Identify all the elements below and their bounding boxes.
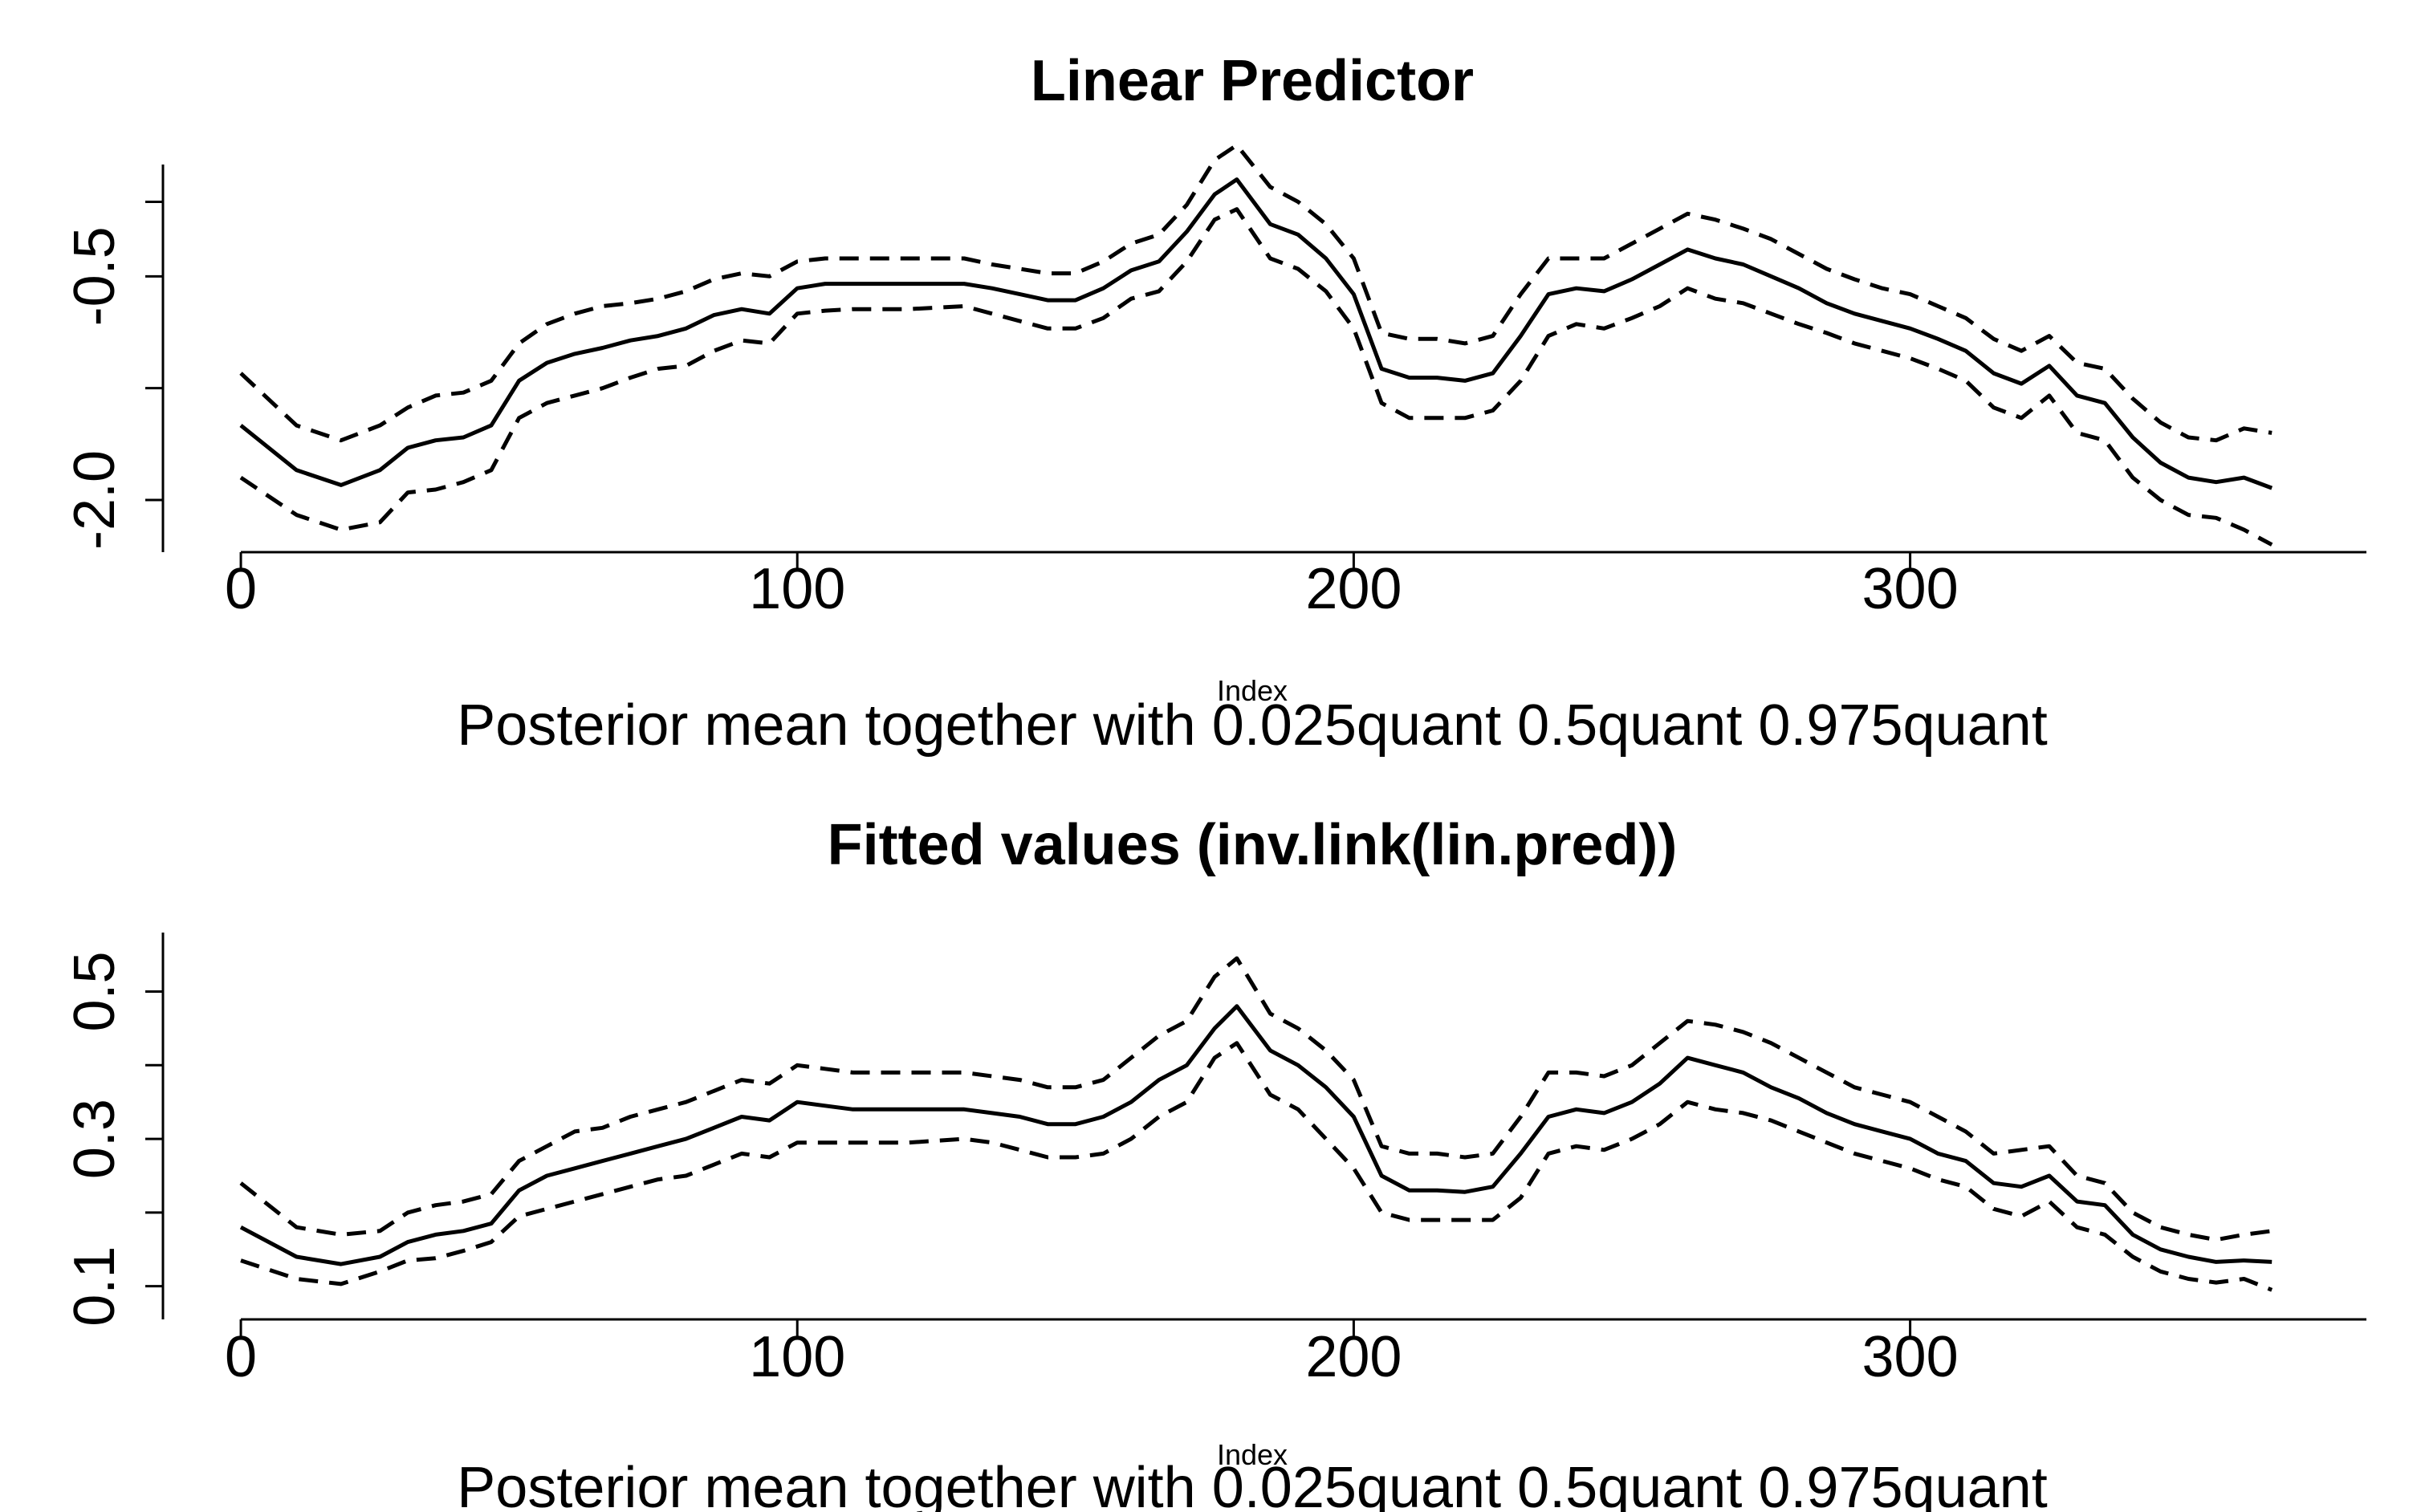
- series-line-0.975quant: [239, 143, 2272, 443]
- x-tick-label: 300: [1862, 1325, 1959, 1389]
- y-tick-label: 0.3: [63, 1099, 127, 1179]
- series-line-0.025quant: [239, 207, 2273, 547]
- y-tick-label: 0.1: [63, 1246, 127, 1327]
- x-tick-label: 0: [225, 1325, 257, 1389]
- x-tick-label: 100: [749, 1325, 845, 1389]
- x-tick-label: 200: [1305, 557, 1402, 621]
- panel-title: Linear Predictor: [1031, 49, 1474, 113]
- y-tick-label: 0.5: [63, 951, 127, 1031]
- panel-subtitle: Posterior mean together with 0.025quant …: [457, 1456, 2047, 1512]
- panel-subtitle: Posterior mean together with 0.025quant …: [457, 693, 2047, 758]
- y-axis: 0.1 0.3 0.5: [63, 933, 165, 1327]
- plot-lines: [239, 143, 2273, 547]
- x-axis: 0 100 200 300: [225, 1318, 2366, 1389]
- panel-title: Fitted values (inv.link(lin.pred)): [828, 813, 1678, 877]
- series-line-0.025quant: [240, 1041, 2273, 1292]
- x-axis: 0 100 200 300: [225, 551, 2366, 621]
- x-axis-label: Index: [1217, 674, 1288, 707]
- panel-linear-predictor: Linear Predictor 0 100 200 300 -2.0 -0.5 Ind…: [63, 49, 2366, 758]
- series-line-0.975quant: [239, 956, 2272, 1242]
- series-line-0.5quant: [239, 177, 2273, 490]
- x-tick-label: 0: [225, 557, 257, 621]
- plot-lines: [239, 956, 2273, 1292]
- y-tick-label: -2.0: [63, 450, 127, 550]
- x-axis-label: Index: [1217, 1438, 1288, 1471]
- x-tick-label: 100: [749, 557, 845, 621]
- y-tick-label: -0.5: [63, 226, 127, 326]
- series-line-0.5quant: [239, 1004, 2272, 1266]
- y-axis: -2.0 -0.5: [63, 165, 165, 552]
- x-tick-label: 300: [1862, 557, 1959, 621]
- x-tick-label: 200: [1305, 1325, 1402, 1389]
- panel-fitted-values: Fitted values (inv.link(lin.pred)) 0 100 2…: [63, 813, 2366, 1512]
